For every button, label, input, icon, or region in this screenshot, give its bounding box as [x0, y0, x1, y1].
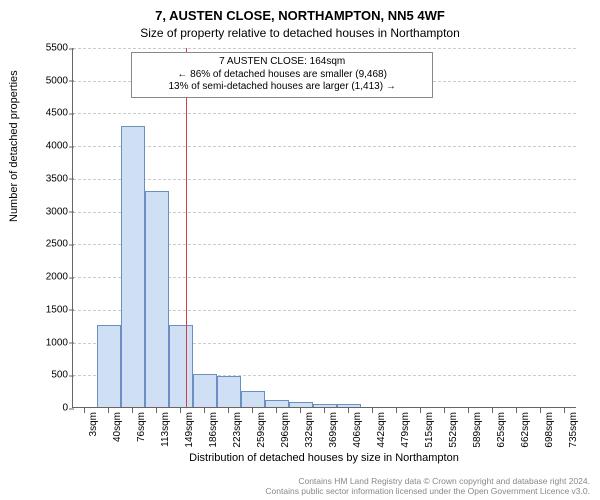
x-tick-mark — [84, 408, 85, 413]
x-tick-mark — [420, 408, 421, 413]
x-tick-mark — [396, 408, 397, 413]
histogram-bar — [337, 404, 361, 407]
x-tick-label: 3sqm — [88, 412, 99, 452]
footer-line: Contains HM Land Registry data © Crown c… — [265, 476, 590, 486]
y-tick-label: 5500 — [18, 43, 68, 54]
y-tick-label: 4000 — [18, 141, 68, 152]
chart-subtitle: Size of property relative to detached ho… — [0, 26, 600, 40]
x-tick-mark — [348, 408, 349, 413]
histogram-bar — [121, 126, 145, 407]
histogram-bar — [241, 391, 265, 407]
histogram-bar — [193, 374, 217, 407]
x-tick-label: 113sqm — [160, 412, 171, 452]
x-tick-label: 369sqm — [328, 412, 339, 452]
x-tick-mark — [204, 408, 205, 413]
y-tick-label: 4500 — [18, 108, 68, 119]
x-tick-label: 552sqm — [448, 412, 459, 452]
histogram-bar — [313, 404, 337, 407]
x-tick-mark — [132, 408, 133, 413]
gridline — [73, 146, 576, 147]
chart-footer: Contains HM Land Registry data © Crown c… — [265, 476, 590, 496]
x-tick-label: 223sqm — [232, 412, 243, 452]
chart-title: 7, AUSTEN CLOSE, NORTHAMPTON, NN5 4WF — [0, 8, 600, 23]
histogram-bar — [265, 400, 289, 407]
x-tick-label: 479sqm — [400, 412, 411, 452]
x-tick-mark — [564, 408, 565, 413]
y-tick-label: 1000 — [18, 337, 68, 348]
y-tick-label: 3000 — [18, 206, 68, 217]
x-tick-label: 662sqm — [520, 412, 531, 452]
annotation-line: 13% of semi-detached houses are larger (… — [138, 81, 426, 94]
x-tick-label: 406sqm — [352, 412, 363, 452]
y-tick-label: 2000 — [18, 272, 68, 283]
annotation-line: ← 86% of detached houses are smaller (9,… — [138, 69, 426, 82]
histogram-bar — [97, 325, 121, 407]
x-tick-mark — [108, 408, 109, 413]
reference-line — [186, 48, 187, 407]
x-tick-mark — [372, 408, 373, 413]
x-tick-mark — [180, 408, 181, 413]
y-tick-label: 0 — [18, 403, 68, 414]
x-tick-label: 186sqm — [208, 412, 219, 452]
x-tick-label: 76sqm — [136, 412, 147, 452]
x-tick-mark — [276, 408, 277, 413]
annotation-line: 7 AUSTEN CLOSE: 164sqm — [138, 56, 426, 69]
x-tick-label: 259sqm — [256, 412, 267, 452]
histogram-bar — [145, 191, 169, 407]
x-tick-label: 442sqm — [376, 412, 387, 452]
y-tick-label: 500 — [18, 370, 68, 381]
x-tick-mark — [468, 408, 469, 413]
x-tick-mark — [540, 408, 541, 413]
x-tick-label: 589sqm — [472, 412, 483, 452]
annotation-box: 7 AUSTEN CLOSE: 164sqm← 86% of detached … — [131, 52, 433, 98]
x-tick-label: 149sqm — [184, 412, 195, 452]
y-tick-label: 3500 — [18, 173, 68, 184]
x-tick-mark — [516, 408, 517, 413]
y-tick-label: 5000 — [18, 75, 68, 86]
x-tick-mark — [300, 408, 301, 413]
y-tick-label: 2500 — [18, 239, 68, 250]
x-tick-label: 515sqm — [424, 412, 435, 452]
histogram-bar — [289, 402, 313, 407]
x-axis-label: Distribution of detached houses by size … — [72, 452, 576, 464]
x-tick-mark — [324, 408, 325, 413]
x-tick-label: 296sqm — [280, 412, 291, 452]
histogram-bar — [169, 325, 193, 407]
x-tick-label: 332sqm — [304, 412, 315, 452]
x-tick-mark — [252, 408, 253, 413]
x-tick-mark — [492, 408, 493, 413]
chart-container: 7, AUSTEN CLOSE, NORTHAMPTON, NN5 4WF Si… — [0, 0, 600, 500]
x-tick-mark — [228, 408, 229, 413]
x-tick-label: 698sqm — [544, 412, 555, 452]
gridline — [73, 113, 576, 114]
x-tick-label: 735sqm — [568, 412, 579, 452]
plot-area: 7 AUSTEN CLOSE: 164sqm← 86% of detached … — [72, 48, 576, 408]
gridline — [73, 179, 576, 180]
x-tick-mark — [156, 408, 157, 413]
y-tick-label: 1500 — [18, 304, 68, 315]
histogram-bar — [217, 376, 241, 407]
x-tick-mark — [444, 408, 445, 413]
x-tick-label: 40sqm — [112, 412, 123, 452]
gridline — [73, 48, 576, 49]
x-tick-label: 625sqm — [496, 412, 507, 452]
footer-line: Contains public sector information licen… — [265, 486, 590, 496]
